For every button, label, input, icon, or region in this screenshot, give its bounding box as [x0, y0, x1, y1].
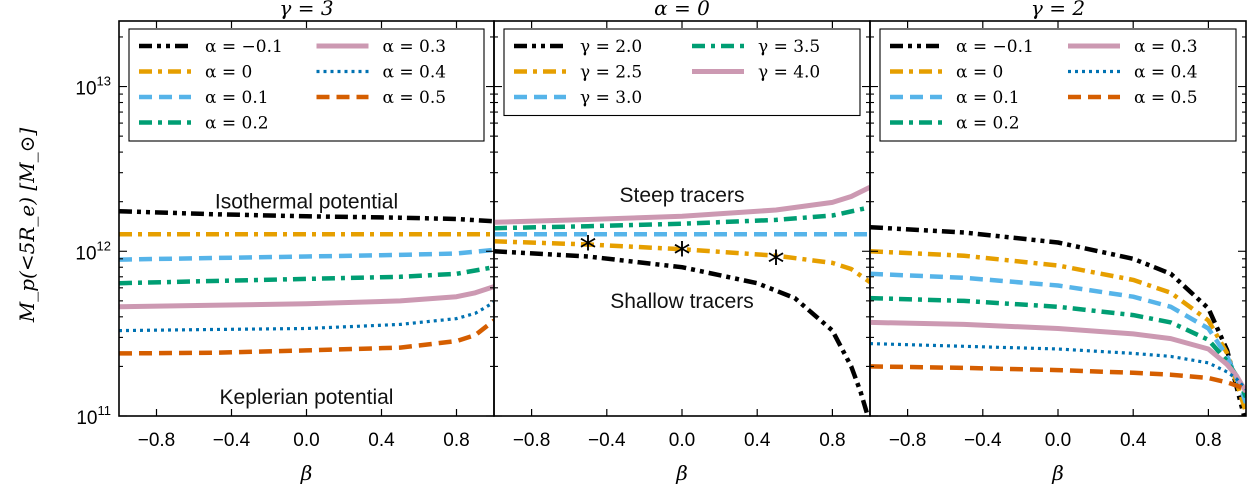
legend: α = −0.1 α = 0 α = 0.1 α = 0.2 α = 0.3 α = 0.… — [128, 28, 485, 142]
series-line-7 — [119, 318, 494, 356]
legend-label: α = 0.5 — [383, 88, 447, 108]
y-tick-label: 1012 — [75, 238, 111, 264]
annotation: Isothermal potential — [215, 191, 398, 214]
legend-label: γ = 4.0 — [758, 63, 820, 83]
series-line-1 — [119, 208, 494, 224]
y-tick-label: 1013 — [75, 74, 111, 100]
x-tick-label: −0.4 — [588, 430, 626, 451]
series-line-7 — [870, 364, 1246, 392]
x-tick-label: −0.4 — [213, 430, 251, 451]
series-line-5 — [119, 284, 494, 310]
legend: γ = 2.0 γ = 2.5 γ = 3.0 γ = 3.5 γ = 4.0 — [503, 28, 861, 117]
series-line-4 — [119, 264, 494, 286]
x-tick-label: 0.4 — [1120, 430, 1147, 451]
legend-label: γ = 3.0 — [580, 88, 642, 108]
x-tick-label: −0.8 — [138, 430, 176, 451]
legend-label: α = 0.2 — [205, 114, 269, 134]
series-line-5 — [870, 319, 1246, 394]
series-group — [119, 208, 494, 356]
panel-1: −0.8 −0.4 0.0 0.4 0.8 1011 1012 1013 γ = 3 β Isoth… — [75, 0, 495, 485]
legend-label: α = 0 — [205, 63, 252, 83]
panel-2: −0.8 −0.4 0.0 0.4 0.8 α = 0 β Steep tracers Shal… — [493, 0, 871, 485]
series-line-4 — [870, 295, 1246, 399]
legend-label: α = 0.4 — [1134, 63, 1198, 83]
series-line-3 — [119, 247, 494, 262]
legend-label: γ = 2.0 — [580, 37, 642, 57]
x-tick-label: −0.8 — [513, 430, 551, 451]
y-axis-label: M_p(<5R_e) [M_⊙] — [15, 128, 39, 324]
series-line-2 — [494, 239, 870, 284]
x-axis-label: β — [675, 461, 688, 485]
series-line-4 — [494, 205, 870, 231]
x-tick-label: 0.0 — [669, 430, 695, 451]
x-axis-label: β — [300, 461, 313, 485]
x-tick-label: 0.8 — [1195, 430, 1221, 451]
panels: −0.8 −0.4 0.0 0.4 0.8 1011 1012 1013 γ = 3 β Isoth… — [75, 0, 1247, 485]
legend-label: α = 0.1 — [205, 88, 269, 108]
x-tick-label: 0.0 — [293, 430, 319, 451]
legend-label: α = 0.4 — [383, 63, 447, 83]
legend-label: α = 0 — [956, 63, 1003, 83]
star-marker: * — [674, 235, 691, 275]
series-line-5 — [494, 184, 870, 225]
series-group — [494, 184, 870, 416]
panel-title: γ = 2 — [1031, 0, 1085, 20]
star-marker: * — [768, 243, 785, 283]
legend-label: γ = 2.5 — [580, 63, 642, 83]
series-line-6 — [119, 300, 494, 333]
panel-title: α = 0 — [654, 0, 710, 20]
panel-title: γ = 3 — [279, 0, 333, 20]
legend-label: α = 0.2 — [956, 114, 1020, 134]
series-line-6 — [870, 342, 1246, 391]
legend-label: α = 0.3 — [1134, 37, 1198, 57]
x-tick-label: −0.4 — [964, 430, 1002, 451]
x-tick-label: 0.0 — [1045, 430, 1071, 451]
legend-label: α = −0.1 — [956, 37, 1034, 57]
panel-3: −0.8 −0.4 0.0 0.4 0.8γ = 2βα = −0.1α = 0α = … — [869, 0, 1247, 485]
annotation: Shallow tracers — [610, 290, 754, 313]
star-marker: * — [580, 229, 597, 269]
x-tick-label: 0.4 — [368, 430, 395, 451]
series-group — [870, 224, 1246, 416]
x-tick-label: −0.8 — [889, 430, 927, 451]
x-tick-label: 0.4 — [744, 430, 771, 451]
series-line-1 — [870, 224, 1246, 416]
legend-label: α = −0.1 — [205, 37, 283, 57]
legend-label: α = 0.1 — [956, 88, 1020, 108]
annotation: Steep tracers — [620, 184, 745, 207]
legend-label: α = 0.3 — [383, 37, 447, 57]
series-line-3 — [870, 271, 1246, 404]
y-tick-label: 1011 — [76, 403, 111, 429]
annotation: Keplerian potential — [220, 386, 394, 409]
x-tick-label: 0.8 — [443, 430, 469, 451]
legend-label: α = 0.5 — [1134, 88, 1198, 108]
legend-label: γ = 3.5 — [758, 37, 820, 57]
series-line-1 — [494, 249, 870, 416]
legend: α = −0.1 α = 0 α = 0.1 α = 0.2 α = 0.3 α = 0.… — [879, 28, 1237, 142]
x-axis-label: β — [1051, 461, 1064, 485]
x-tick-label: 0.8 — [819, 430, 845, 451]
